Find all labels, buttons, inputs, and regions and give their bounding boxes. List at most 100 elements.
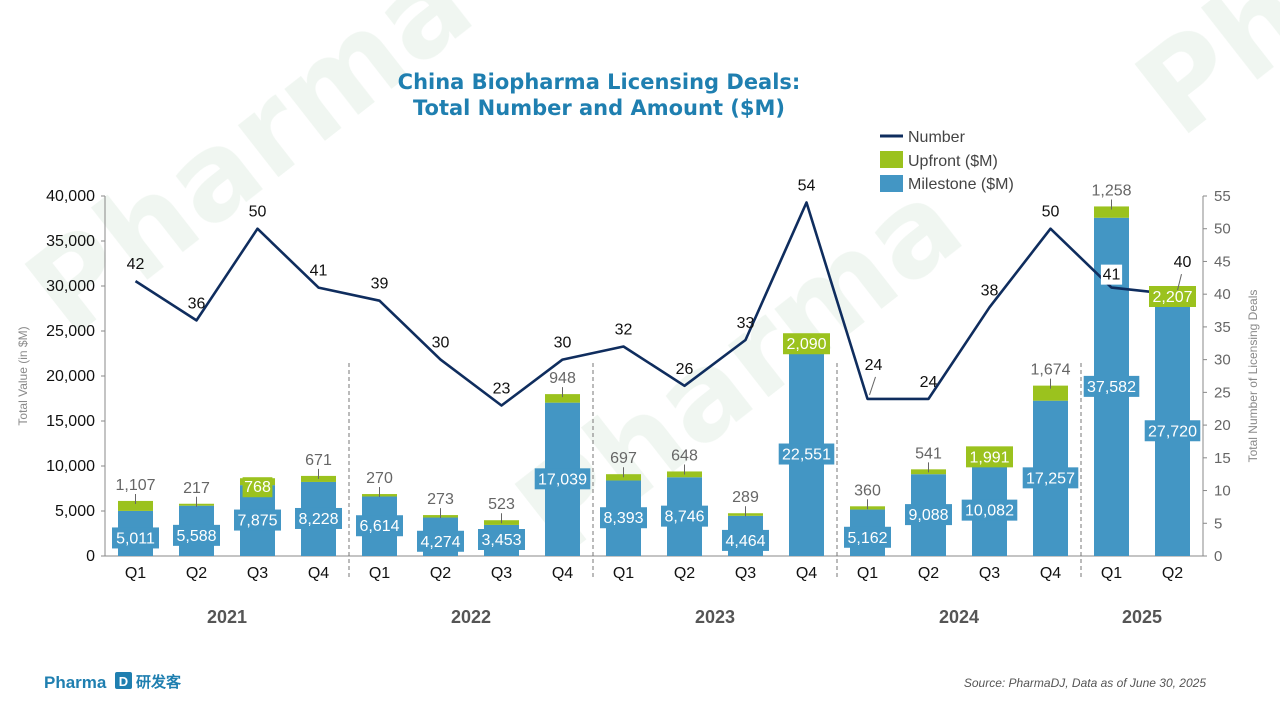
count-value-label: 36	[188, 295, 206, 312]
count-value-label: 33	[737, 315, 755, 332]
milestone-value-label: 22,551	[782, 447, 831, 464]
milestone-label-box	[478, 529, 525, 550]
y2-tick-label: 50	[1214, 221, 1231, 238]
year-separators	[348, 363, 1082, 580]
svg-text:Pharma: Pharma	[2, 0, 497, 363]
legend-label-upfront: Upfront ($M)	[908, 153, 998, 170]
x-category-label: Q3	[247, 565, 268, 582]
bar-upfront	[545, 394, 580, 403]
x-category-label: Q4	[1040, 565, 1061, 582]
y-tick-label: 10,000	[46, 458, 95, 475]
x-category-label: Q4	[308, 565, 329, 582]
x-category-label: Q1	[125, 565, 146, 582]
y2-tick-label: 45	[1214, 253, 1231, 270]
data-labels-layer: 5,011 1,107 42 5,588 217 36 7,875 768 50 8,228 671…	[112, 178, 1201, 552]
x-category-label: Q3	[979, 565, 1000, 582]
milestone-label-box	[534, 468, 591, 490]
count-value-label: 50	[1042, 204, 1060, 221]
x-category-label: Q2	[674, 565, 695, 582]
footer-logo: Pharma D 研发客	[44, 672, 182, 692]
milestone-label-box	[1083, 375, 1140, 397]
x-category-label: Q1	[613, 565, 634, 582]
milestone-label-box	[600, 507, 647, 529]
milestone-label-box	[778, 443, 835, 465]
legend: Number Upfront ($M) Milestone ($M)	[880, 129, 1014, 193]
upfront-value-label: 360	[854, 482, 881, 499]
x-year-label: 2021	[207, 607, 247, 627]
logo-mark-glyph: D	[119, 674, 128, 689]
count-value-label: 24	[865, 357, 883, 374]
bar-upfront	[606, 474, 641, 481]
upfront-value-label: 697	[610, 450, 637, 467]
bar-upfront	[1094, 206, 1129, 218]
milestone-label-box	[661, 505, 708, 527]
x-category-label: Q3	[491, 565, 512, 582]
count-value-label: 26	[676, 361, 694, 378]
milestone-label-box	[356, 515, 403, 537]
y-tick-label: 20,000	[46, 368, 95, 385]
milestone-label-box	[722, 529, 769, 551]
legend-milestone-swatch	[880, 175, 903, 192]
x-year-label: 2023	[695, 607, 735, 627]
y2-tick-label: 30	[1214, 352, 1231, 369]
upfront-value-label: 270	[366, 470, 393, 487]
upfront-value-label: 671	[305, 452, 332, 469]
y-tick-label: 15,000	[46, 413, 95, 430]
milestone-label-box	[295, 507, 342, 529]
y-tick-label: 35,000	[46, 233, 95, 250]
count-value-label: 50	[249, 204, 267, 221]
x-category-label: Q2	[186, 565, 207, 582]
x-year-label: 2025	[1122, 607, 1162, 627]
y2-tick-label: 25	[1214, 384, 1231, 401]
milestone-value-label: 37,582	[1087, 379, 1136, 396]
legend-upfront-swatch	[880, 151, 903, 168]
x-category-label: Q2	[918, 565, 939, 582]
y2-tick-label: 40	[1214, 286, 1231, 303]
milestone-value-label: 5,588	[176, 528, 216, 545]
category-labels: Q1 Q2 Q3 Q4 Q1 Q2 Q3 Q4 Q1 Q2 Q3 Q4 Q1 Q2 Q3 Q4 Q1 Q2	[125, 565, 1183, 582]
chart-title-line-2: Total Number and Amount ($M)	[413, 96, 785, 120]
upfront-label-box	[966, 446, 1013, 468]
right-tick-labels: 0 5 10 15 20 25 30 35 40 45 50 55	[1203, 188, 1231, 565]
upfront-value-label: 273	[427, 491, 454, 508]
y2-tick-label: 55	[1214, 188, 1231, 205]
logo-wordmark: Pharma	[44, 673, 107, 692]
year-labels: 2021 2022 2023 2024 2025	[207, 607, 1162, 627]
milestone-label-box	[1022, 467, 1079, 489]
upfront-value-label: 1,258	[1091, 182, 1131, 199]
milestone-label-box	[961, 499, 1018, 521]
milestone-label-box	[844, 526, 891, 548]
x-category-label: Q1	[1101, 565, 1122, 582]
upfront-value-label: 217	[183, 480, 210, 497]
upfront-label-box	[1149, 286, 1196, 307]
x-year-label: 2024	[939, 607, 979, 627]
milestone-value-label: 17,257	[1026, 470, 1075, 487]
upfront-value-label: 2,207	[1152, 289, 1192, 306]
milestone-value-label: 10,082	[965, 503, 1014, 520]
x-category-label: Q4	[552, 565, 573, 582]
milestone-value-label: 8,746	[664, 509, 704, 526]
svg-text:Pha: Pha	[1112, 0, 1280, 163]
x-category-label: Q2	[430, 565, 451, 582]
upfront-value-label: 648	[671, 447, 698, 464]
bar-upfront	[1033, 385, 1068, 401]
y-tick-label: 25,000	[46, 323, 95, 340]
milestone-value-label: 5,162	[847, 530, 887, 547]
milestone-value-label: 4,464	[725, 533, 765, 550]
left-tick-labels: 0 5,000 10,000 15,000 20,000 25,000 30,000 35,0…	[46, 188, 105, 565]
upfront-value-label: 1,107	[115, 477, 155, 494]
legend-label-milestone: Milestone ($M)	[908, 176, 1014, 193]
number-line	[134, 201, 1173, 407]
count-value-label: 41	[1103, 267, 1121, 284]
count-leader-line	[869, 376, 876, 396]
upfront-value-label: 1,991	[969, 449, 1009, 466]
milestone-label-box	[234, 509, 281, 531]
milestone-value-label: 5,011	[116, 530, 155, 547]
milestone-label-box	[417, 530, 464, 552]
milestone-value-label: 3,453	[481, 532, 521, 549]
x-year-label: 2022	[451, 607, 491, 627]
count-value-label: 40	[1174, 254, 1192, 271]
milestone-value-label: 27,720	[1148, 423, 1197, 440]
count-value-label: 32	[615, 322, 633, 339]
